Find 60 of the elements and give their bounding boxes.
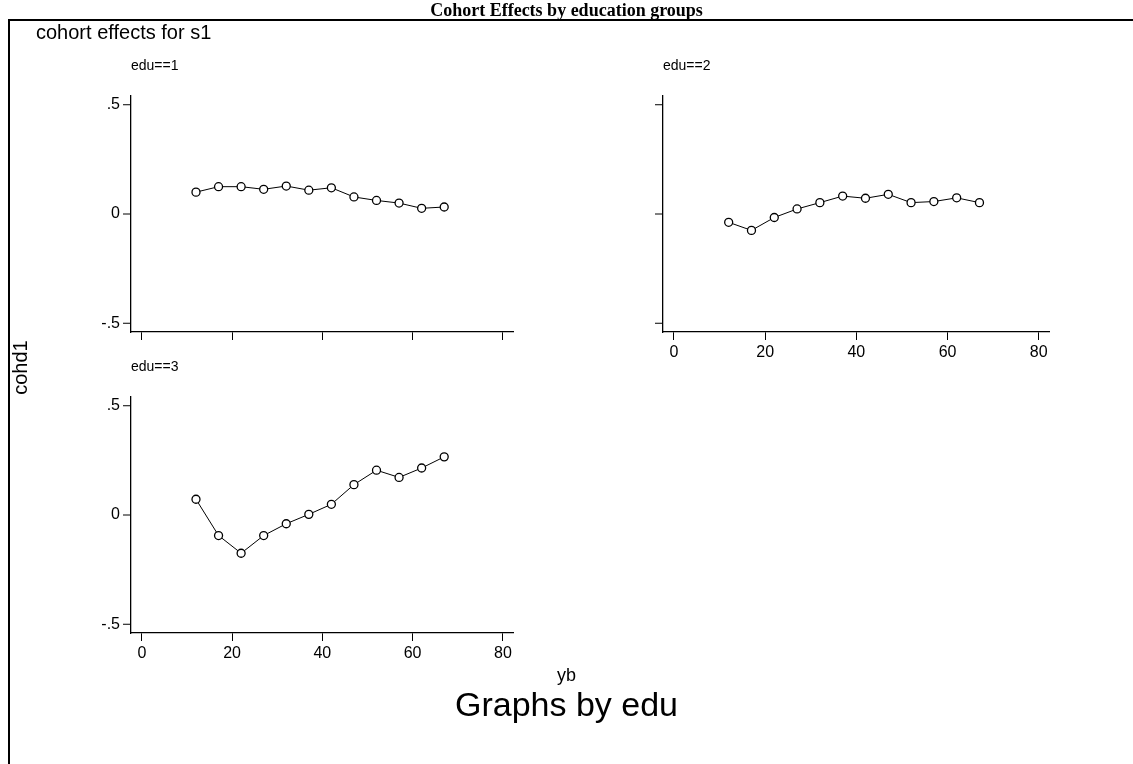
point xyxy=(883,189,893,199)
point xyxy=(838,191,848,201)
y-tick-label: 0 xyxy=(111,204,121,222)
point xyxy=(259,530,269,541)
y-tick-label: -.5 xyxy=(101,614,121,632)
x-tick-label: 0 xyxy=(669,343,679,361)
point xyxy=(236,548,246,558)
point xyxy=(394,472,404,483)
point xyxy=(439,452,449,462)
chart-title: edu==2 xyxy=(663,57,711,73)
point xyxy=(281,519,291,529)
point xyxy=(724,217,734,227)
chart-title: edu==3 xyxy=(131,358,179,374)
point xyxy=(746,225,757,236)
point xyxy=(929,196,939,207)
point xyxy=(304,185,314,195)
point xyxy=(191,187,201,197)
point xyxy=(349,479,359,490)
y-axis-title: cohd1 xyxy=(8,339,32,396)
point xyxy=(281,181,291,191)
x-axis-title: yb xyxy=(556,665,577,686)
y-tick-label: -.5 xyxy=(101,313,121,331)
point xyxy=(906,197,916,208)
x-tick-label: 40 xyxy=(847,343,866,361)
point xyxy=(952,193,962,203)
x-tick-label: 20 xyxy=(756,343,775,361)
point xyxy=(815,197,825,208)
x-tick-label: 80 xyxy=(493,644,512,662)
y-tick-label: .5 xyxy=(106,95,121,113)
y-tick-label: .5 xyxy=(106,396,121,414)
chart-title: edu==1 xyxy=(131,57,179,73)
text: Graphs by edu xyxy=(454,685,679,724)
point xyxy=(191,494,201,504)
x-tick-label: 60 xyxy=(938,343,957,361)
point xyxy=(326,183,337,193)
point xyxy=(259,184,269,194)
point xyxy=(213,182,224,192)
point xyxy=(326,499,337,509)
point xyxy=(439,202,449,212)
y-tick-label: 0 xyxy=(111,505,121,523)
x-tick-label: 20 xyxy=(223,644,242,662)
x-tick-label: 60 xyxy=(403,644,422,662)
text: cohort effects for s1 xyxy=(36,21,212,44)
x-tick-label: 40 xyxy=(313,644,332,662)
point xyxy=(860,193,871,203)
point xyxy=(371,195,382,206)
text: Cohort Effects by education groups xyxy=(429,0,704,21)
point xyxy=(349,192,359,202)
point xyxy=(304,509,314,519)
point xyxy=(371,465,382,475)
point xyxy=(416,463,427,473)
point xyxy=(236,182,246,192)
point xyxy=(213,530,224,541)
point xyxy=(416,203,427,213)
point xyxy=(974,197,985,208)
point xyxy=(394,198,404,208)
x-tick-label: 0 xyxy=(137,644,147,662)
point xyxy=(792,204,802,214)
point xyxy=(769,212,779,223)
x-tick-label: 80 xyxy=(1029,343,1048,361)
